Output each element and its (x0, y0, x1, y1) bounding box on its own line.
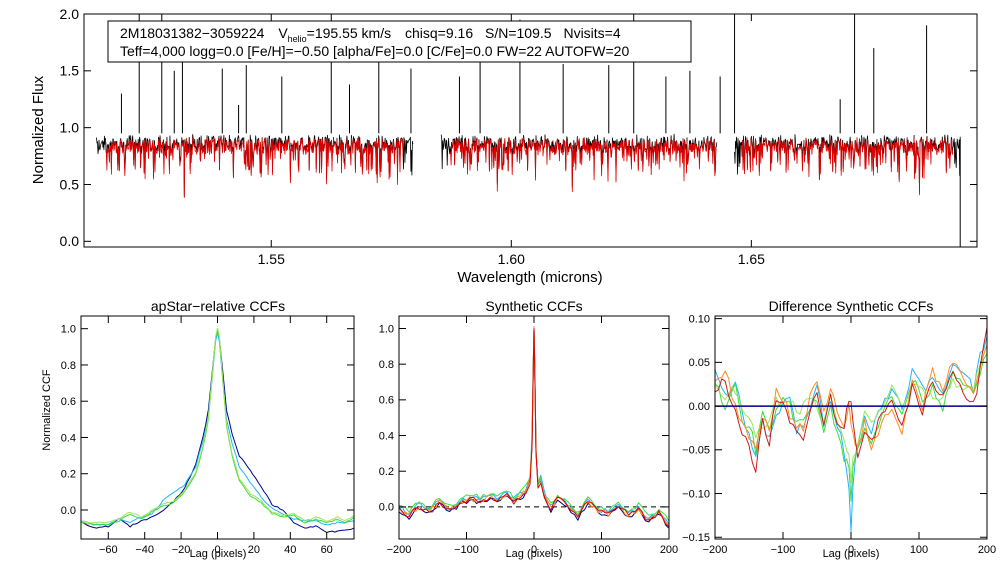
spectrum-xtick-label: 1.60 (498, 251, 525, 267)
synthetic-xtick-label: −200 (387, 544, 412, 556)
synthetic-xlabel: Lag (pixels) (506, 548, 563, 560)
synthetic-xtick-label: 0 (531, 544, 537, 556)
synthetic-ytick-label: 0.8 (379, 359, 394, 371)
synthetic-ytick-label: 0.6 (379, 395, 394, 407)
apstar-series-lime (80, 328, 355, 524)
annotation-line-2: Teff=4,000 logg=0.0 [Fe/H]=−0.50 [alpha/… (120, 43, 629, 59)
synthetic-ytick-label: 0.4 (379, 430, 394, 442)
apstar-ytick-label: 0.2 (61, 469, 76, 481)
vhelio-sub: helio (288, 34, 307, 44)
synthetic-ccf-panel: Synthetic CCFs −200 −100 0 100 200 0.0 0.2 0.4 0… (379, 298, 678, 560)
apstar-xtick-label: −40 (135, 544, 154, 556)
apstar-ticks: −60 −40 −20 0 20 40 60 0.0 0.2 0.4 0.6 0.8 1.0 (61, 316, 354, 556)
apstar-plot-area (80, 327, 355, 533)
apstar-ccf-panel: apStar−relative CCFs −60 −40 −20 0 20 40 60 0.0… (41, 298, 355, 560)
apstar-xtick-label: 40 (284, 544, 296, 556)
spectrum-ylabel: Normalized Flux (30, 75, 47, 184)
difference-xtick-label: −100 (771, 544, 796, 556)
difference-xtick-label: 0 (848, 544, 854, 556)
difference-series-red (714, 327, 988, 473)
synthetic-series-cyan (398, 326, 670, 525)
spectrum-model-segment (449, 136, 717, 193)
apstar-xtick-label: 20 (248, 544, 260, 556)
difference-series-orange (714, 344, 988, 451)
apstar-ytick-label: 1.0 (61, 324, 76, 336)
difference-plot-area (714, 327, 988, 533)
difference-series-green (714, 353, 988, 502)
spectrum-ytick-label: 1.0 (60, 120, 80, 136)
vhelio-value: =195.55 km/s (307, 25, 391, 41)
snr: S/N=109.5 (485, 25, 552, 41)
spectrum-ticks: 1.55 1.60 1.65 0.0 0.5 1.0 1.5 2.0 (60, 6, 977, 267)
spectrum-panel: 1.55 1.60 1.65 0.0 0.5 1.0 1.5 2.0 Wavelength (… (30, 6, 978, 286)
synthetic-series-red (398, 328, 670, 527)
spectrum-frame (83, 13, 978, 248)
spectrum-xtick-label: 1.55 (258, 251, 285, 267)
apstar-title: apStar−relative CCFs (151, 298, 285, 314)
apstar-xtick-label: −60 (99, 544, 118, 556)
apstar-ylabel: Normalized CCF (41, 369, 53, 451)
spectrum-ytick-label: 1.5 (60, 63, 80, 79)
spectrum-ytick-label: 0.0 (60, 233, 80, 249)
spectrum-xlabel: Wavelength (microns) (457, 269, 602, 286)
difference-xtick-label: −200 (703, 544, 728, 556)
synthetic-xtick-label: 100 (592, 544, 610, 556)
synthetic-xtick-label: −100 (454, 544, 479, 556)
difference-ytick-label: 0.05 (689, 357, 710, 369)
apstar-frame (80, 315, 355, 540)
nvisits: Nvisits=4 (563, 25, 620, 41)
chisq: chisq=9.16 (405, 25, 473, 41)
spectrum-ytick-label: 2.0 (60, 6, 80, 22)
spectrum-model-segment (105, 136, 404, 198)
difference-xlabel: Lag (pixels) (823, 548, 880, 560)
apstar-series-blue (80, 328, 355, 533)
difference-series-cyan (714, 335, 988, 533)
apstar-xtick-label: 60 (321, 544, 333, 556)
difference-ticks: −200 −100 0 100 200 −0.15 −0.10 −0.05 0.00 0.05 0.… (682, 313, 996, 556)
synthetic-xtick-label: 200 (660, 544, 678, 556)
apstar-series-green (80, 327, 355, 526)
synthetic-ticks: −200 −100 0 100 200 0.0 0.2 0.4 0.6 0.8 1.0 (379, 316, 678, 556)
synthetic-title: Synthetic CCFs (485, 298, 582, 314)
spectrum-model-segment (741, 136, 954, 196)
apstar-ytick-label: 0.6 (61, 396, 76, 408)
vhelio-label: V (278, 25, 288, 41)
synthetic-ytick-label: 0.2 (379, 466, 394, 478)
annotation-box (107, 20, 692, 63)
spectrum-xtick-label: 1.65 (738, 251, 765, 267)
star-id: 2M18031382−3059224 (120, 25, 265, 41)
synthetic-ytick-label: 1.0 (379, 323, 394, 335)
difference-ccf-panel: Difference Synthetic CCFs −200 −100 0 100 20… (682, 298, 996, 560)
difference-ytick-label: −0.15 (682, 532, 710, 544)
synthetic-ytick-label: 0.0 (379, 502, 394, 514)
difference-xtick-label: 200 (978, 544, 996, 556)
apstar-xtick-label: −20 (172, 544, 191, 556)
synthetic-series-orange (398, 328, 670, 527)
synthetic-series-green (398, 329, 670, 522)
difference-ytick-label: −0.10 (682, 488, 710, 500)
difference-ytick-label: 0.10 (689, 313, 710, 325)
difference-series-lime (714, 344, 988, 484)
difference-ytick-label: 0.00 (689, 401, 710, 413)
difference-frame (714, 315, 988, 540)
apstar-xlabel: Lag (pixels) (190, 548, 247, 560)
difference-ytick-label: −0.05 (682, 445, 710, 457)
apstar-ytick-label: 0.8 (61, 360, 76, 372)
difference-xtick-label: 100 (910, 544, 928, 556)
synthetic-plot-area (398, 326, 670, 529)
spectrum-ytick-label: 0.5 (60, 176, 80, 192)
apstar-ytick-label: 0.4 (61, 432, 76, 444)
annotation-line-1: 2M18031382−3059224 Vhelio=195.55 km/s ch… (120, 25, 621, 44)
apstar-ytick-label: 0.0 (61, 505, 76, 517)
apstar-xtick-label: 0 (214, 544, 220, 556)
apstar-series-cyan (80, 332, 355, 526)
difference-title: Difference Synthetic CCFs (769, 298, 934, 314)
